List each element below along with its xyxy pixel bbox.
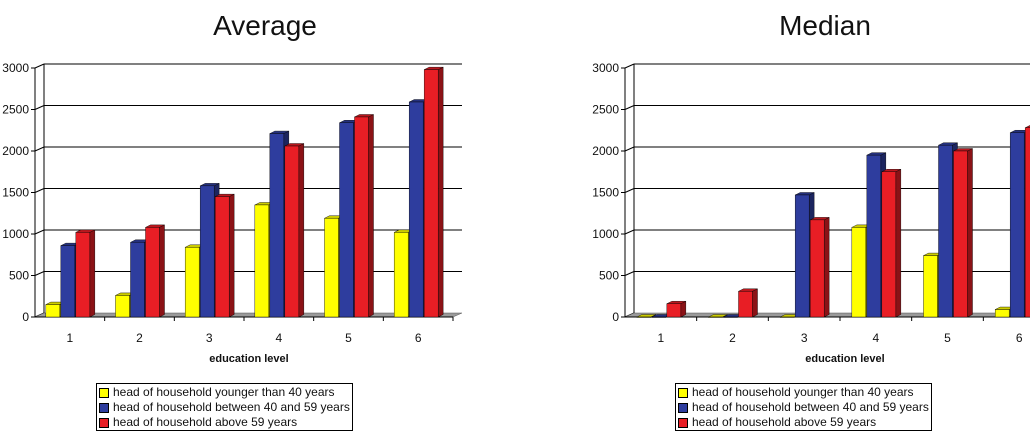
gridline-corner (34, 188, 45, 193)
x-tick-label: 2 (729, 331, 736, 345)
x-tick-label: 1 (657, 331, 664, 345)
x-tick-label: 6 (415, 331, 422, 345)
bar (423, 66, 444, 318)
gridline-corner (34, 229, 45, 235)
gridline-corner (624, 146, 635, 152)
y-tick-label: 0 (612, 310, 619, 324)
x-axis-title: education level (805, 353, 884, 365)
x-tick-label: 1 (66, 331, 73, 345)
legend: head of household younger than 40 years … (96, 383, 353, 431)
bar (636, 314, 656, 318)
x-tick-label: 3 (801, 331, 808, 345)
chart-panel-average: Average 0 500 1000 1500 2000 2500 3000 1 2 3 4 5 6 ed… (2, 10, 463, 431)
legend-swatch-young (99, 387, 109, 398)
bar (881, 168, 902, 318)
legend-swatch-mid (99, 402, 109, 413)
y-tick-label: 2500 (592, 103, 619, 117)
bar (666, 300, 687, 318)
legend-swatch-old (678, 417, 688, 428)
bar (75, 229, 96, 318)
bar (1024, 125, 1030, 318)
bar (809, 217, 830, 318)
chart-panel-median: Median 0 500 1000 1500 2000 2500 3000 1 2 3 4 5 6 edu… (515, 0, 1030, 447)
gridline-corner (34, 63, 45, 69)
gridline-corner (34, 105, 45, 110)
bars (45, 66, 444, 318)
gridline-corner (624, 63, 635, 69)
y-tick-label: 1500 (2, 186, 29, 200)
bar (953, 148, 973, 318)
y-tick-label: 0 (22, 310, 29, 324)
y-tick-label: 3000 (2, 61, 29, 75)
legend-item-young: head of household younger than 40 years (99, 385, 350, 400)
y-tick-label: 1000 (2, 227, 29, 241)
chart-title: Median (779, 10, 871, 41)
legend: head of household younger than 40 years … (675, 383, 932, 431)
y-tick-label: 3000 (592, 61, 619, 75)
x-tick-label: 6 (1016, 331, 1023, 345)
x-axis-title: education level (209, 353, 288, 365)
y-tick-label: 500 (9, 269, 29, 283)
legend-label: head of household between 40 and 59 year… (692, 400, 929, 414)
x-tick-label: 5 (944, 331, 951, 345)
legend-item-old: head of household above 59 years (99, 415, 350, 430)
legend-item-mid: head of household between 40 and 59 year… (99, 400, 350, 415)
bar (214, 193, 235, 318)
gridline-corner (624, 271, 635, 276)
bar-chart-median: 0 500 1000 1500 2000 2500 3000 1 2 3 4 5 6 education … (592, 61, 1030, 365)
x-tick-label: 3 (206, 331, 213, 345)
y-tick-label: 500 (599, 269, 619, 283)
x-tick-label: 2 (136, 331, 143, 345)
gridline-corner (34, 271, 45, 276)
legend-label: head of household younger than 40 years (692, 385, 914, 399)
gridline-corner (624, 188, 635, 193)
legend-label: head of household above 59 years (692, 415, 877, 429)
chart-title: Average (213, 10, 317, 41)
y-tick-label: 1500 (592, 186, 619, 200)
gridline-corner (624, 105, 635, 110)
legend-item-mid: head of household between 40 and 59 year… (678, 400, 929, 415)
bar (354, 114, 374, 318)
x-tick-label: 5 (345, 331, 352, 345)
x-tick-label: 4 (275, 331, 282, 345)
legend-label: head of household between 40 and 59 year… (113, 400, 350, 414)
bar (145, 224, 165, 318)
legend-item-old: head of household above 59 years (678, 415, 929, 430)
gridline-corner (34, 146, 45, 152)
bar-chart-average: 0 500 1000 1500 2000 2500 3000 1 2 3 4 5 6 education … (2, 61, 463, 365)
legend-swatch-old (99, 417, 109, 428)
legend-swatch-mid (678, 402, 688, 413)
bars (636, 125, 1030, 318)
legend-item-young: head of household younger than 40 years (678, 385, 929, 400)
legend-label: head of household above 59 years (113, 415, 298, 429)
y-tick-label: 2000 (592, 144, 619, 158)
x-tick-label: 4 (872, 331, 879, 345)
gridline-corner (624, 229, 635, 235)
y-tick-label: 2500 (2, 103, 29, 117)
legend-label: head of household younger than 40 years (113, 385, 335, 399)
bar (284, 143, 305, 318)
bar (738, 288, 758, 318)
y-tick-label: 2000 (2, 144, 29, 158)
y-tick-label: 1000 (592, 227, 619, 241)
legend-swatch-young (678, 387, 688, 398)
bar (708, 314, 728, 318)
